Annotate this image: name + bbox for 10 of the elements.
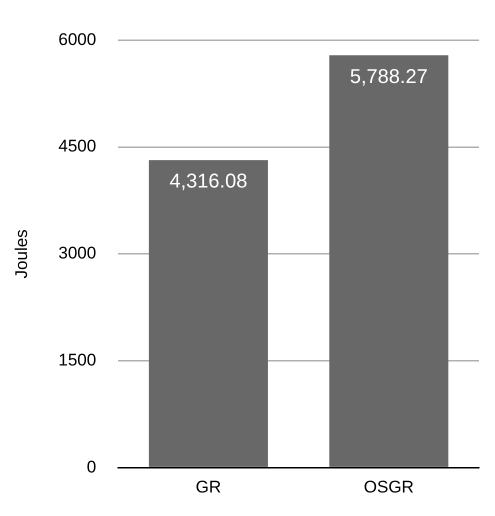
y-tick-label: 0 [86, 457, 96, 476]
data-label: 4,316.08 [169, 170, 248, 193]
x-tick-label: OSGR [364, 477, 414, 496]
y-tick-label: 6000 [58, 30, 96, 49]
y-tick-label: 1500 [58, 350, 96, 370]
y-tick-label: 3000 [58, 244, 96, 263]
y-tick-label: 4500 [58, 136, 96, 156]
y-axis-title: Joules [12, 229, 31, 278]
x-tick-label: GR [196, 477, 222, 496]
data-label: 5,788.27 [350, 66, 428, 88]
